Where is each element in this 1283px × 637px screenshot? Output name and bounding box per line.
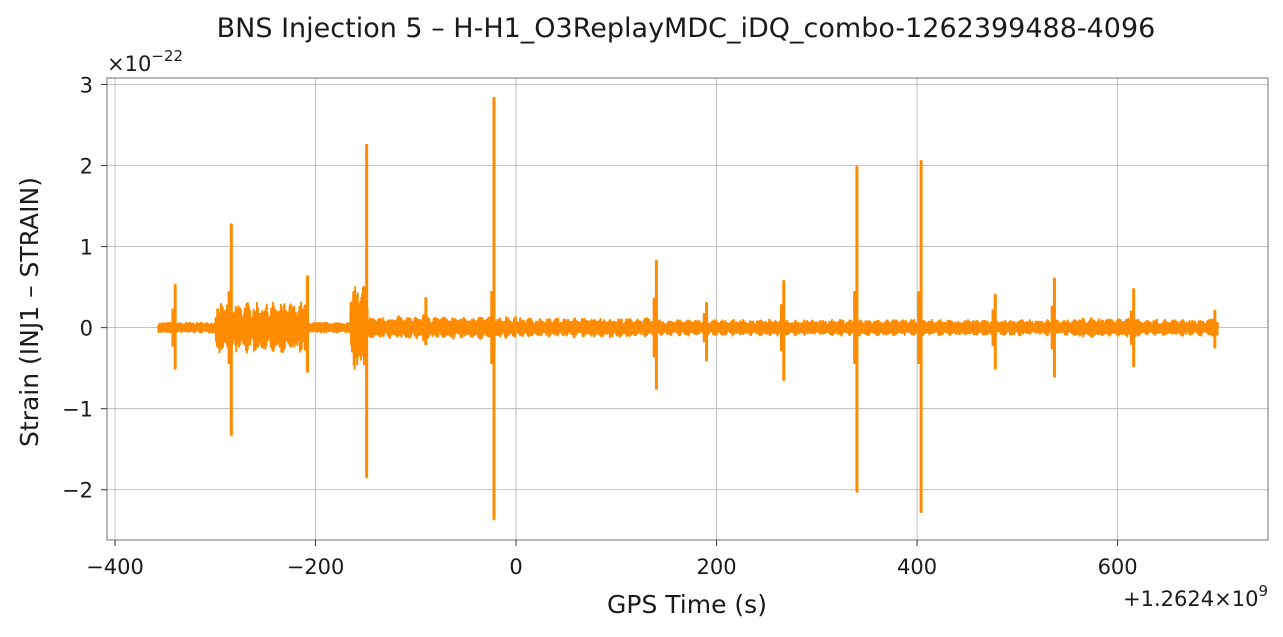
strain-series [157,96,1219,521]
plot-frame [106,77,1269,541]
x-tick-label: 400 [897,555,937,579]
y-tick-label: 0 [80,317,93,341]
y-multiplier-base: ×10 [107,52,151,76]
x-axis-label: GPS Time (s) [607,590,767,619]
x-tick-label: 200 [697,555,737,579]
strain-noise-line [157,285,1219,370]
x-axis-ticks: −400 −200 0 200 400 600 [86,540,1138,579]
y-tick-label: 2 [80,155,93,179]
x-offset-exponent: 9 [1258,582,1268,600]
y-tick-label: 3 [80,73,93,97]
x-tick-label: −200 [287,555,345,579]
y-tick-label: 1 [80,236,93,260]
y-axis-ticks: −2 −1 0 1 2 3 [62,73,107,503]
x-axis-offset: +1.2624×109 [1123,582,1268,611]
y-tick-label: −2 [62,479,93,503]
y-multiplier-exponent: −22 [151,47,183,65]
x-tick-label: −400 [86,555,144,579]
x-tick-label: 0 [509,555,522,579]
y-tick-label: −1 [62,398,93,422]
y-axis-multiplier: ×10−22 [107,47,183,76]
y-axis-label: Strain (INJ1 – STRAIN) [15,177,44,447]
x-tick-label: 600 [1098,555,1138,579]
x-offset-base: +1.2624×10 [1123,587,1258,611]
chart-title: BNS Injection 5 – H-H1_O3ReplayMDC_iDQ_c… [217,13,1156,44]
